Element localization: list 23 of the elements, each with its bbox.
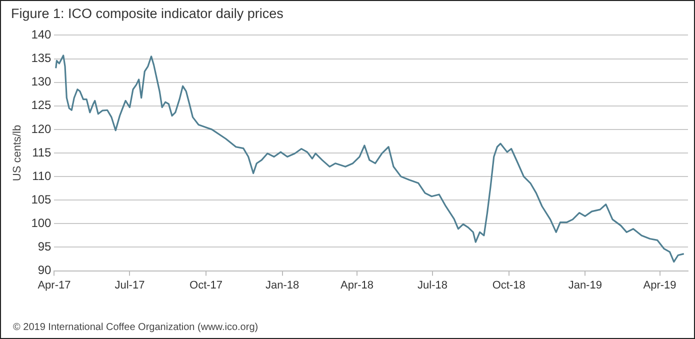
y-axis-title: US cents/lb	[12, 124, 24, 182]
y-tick-label: 95	[38, 240, 52, 254]
x-tick-label: Jan-19	[568, 279, 602, 292]
text: © 2019 International Coffee Organization (www.ico.org)	[13, 322, 258, 333]
x-tick-label: Apr-17	[38, 279, 71, 292]
x-tick-label: Apr-18	[340, 279, 374, 292]
x-tick-label: Jul-18	[418, 279, 448, 292]
y-tick-label: 105	[31, 192, 52, 206]
x-tick-label: Apr-19	[643, 279, 676, 292]
y-tick-label: 120	[31, 122, 52, 136]
y-tick-label: 125	[31, 98, 52, 112]
y-tick-label: 140	[31, 28, 52, 42]
y-tick-label: 90	[38, 263, 52, 278]
x-tick-label: Oct-18	[492, 279, 526, 292]
y-tick-label: 130	[31, 74, 52, 89]
chart-title: Figure 1: ICO composite indicator daily prices	[11, 6, 284, 21]
x-tick-label: Jan-18	[266, 279, 300, 292]
y-tick-label: 110	[32, 168, 52, 183]
y-tick-label: 135	[31, 51, 52, 66]
y-tick-label: 115	[32, 145, 52, 160]
x-tick-label: Jul-17	[114, 279, 145, 292]
y-tick-label: 100	[31, 216, 52, 230]
x-tick-label: Oct-17	[190, 279, 223, 292]
